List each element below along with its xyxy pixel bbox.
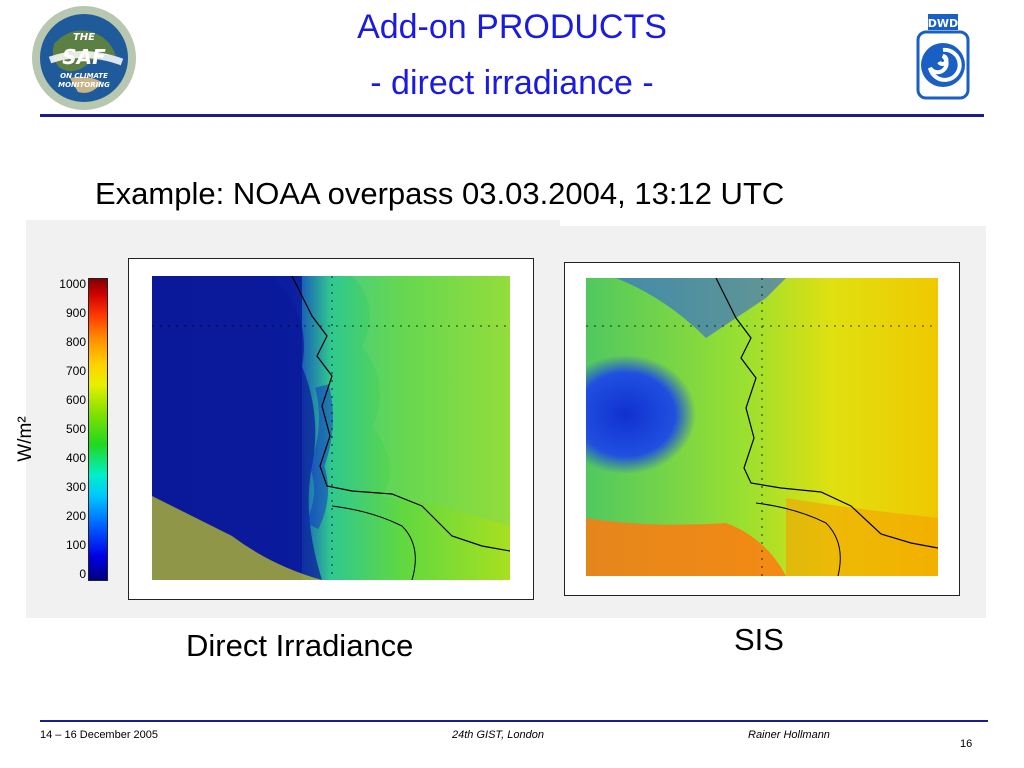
colorbar-tick: 800 <box>65 335 86 349</box>
footer-divider <box>40 720 988 722</box>
footer-date: 14 – 16 December 2005 <box>40 729 159 741</box>
colorbar-tick: 0 <box>79 567 86 581</box>
colorbar-tick: 500 <box>65 422 86 436</box>
direct-irradiance-caption: Direct Irradiance <box>186 628 414 663</box>
slide-title-line2: - direct irradiance - <box>370 64 654 102</box>
direct-irradiance-map <box>152 276 510 580</box>
svg-text:SAF: SAF <box>62 45 106 69</box>
colorbar-tick: 400 <box>65 451 86 465</box>
page-number: 16 <box>960 738 973 750</box>
colorbar-tick: 300 <box>65 480 86 494</box>
unit-label: W/m² <box>15 416 36 462</box>
sis-caption: SIS <box>734 622 784 657</box>
colorbar-tick: 700 <box>65 364 86 378</box>
dwd-logo: DWD <box>912 10 974 106</box>
colorbar <box>88 278 108 581</box>
colorbar-tick: 900 <box>65 306 86 320</box>
footer-event: 24th GIST, London <box>452 729 544 741</box>
footer-author: Rainer Hollmann <box>748 729 830 741</box>
colorbar-tick: 600 <box>65 393 86 407</box>
slide-title-line1: Add-on PRODUCTS <box>357 8 667 46</box>
title-divider <box>40 114 984 117</box>
colorbar-tick: 1000 <box>59 277 86 291</box>
saf-logo: THE SAF ON CLIMATE MONITORING <box>30 4 138 112</box>
colorbar-tick: 200 <box>65 509 86 523</box>
svg-text:THE: THE <box>73 32 95 43</box>
example-subtitle: Example: NOAA overpass 03.03.2004, 13:12… <box>95 176 785 211</box>
svg-text:MONITORING: MONITORING <box>58 81 110 89</box>
colorbar-tick: 100 <box>65 538 86 552</box>
sis-map <box>586 278 938 576</box>
svg-text:ON CLIMATE: ON CLIMATE <box>60 72 108 80</box>
unit-label-box: W/m² <box>6 410 46 470</box>
svg-text:DWD: DWD <box>928 17 958 30</box>
